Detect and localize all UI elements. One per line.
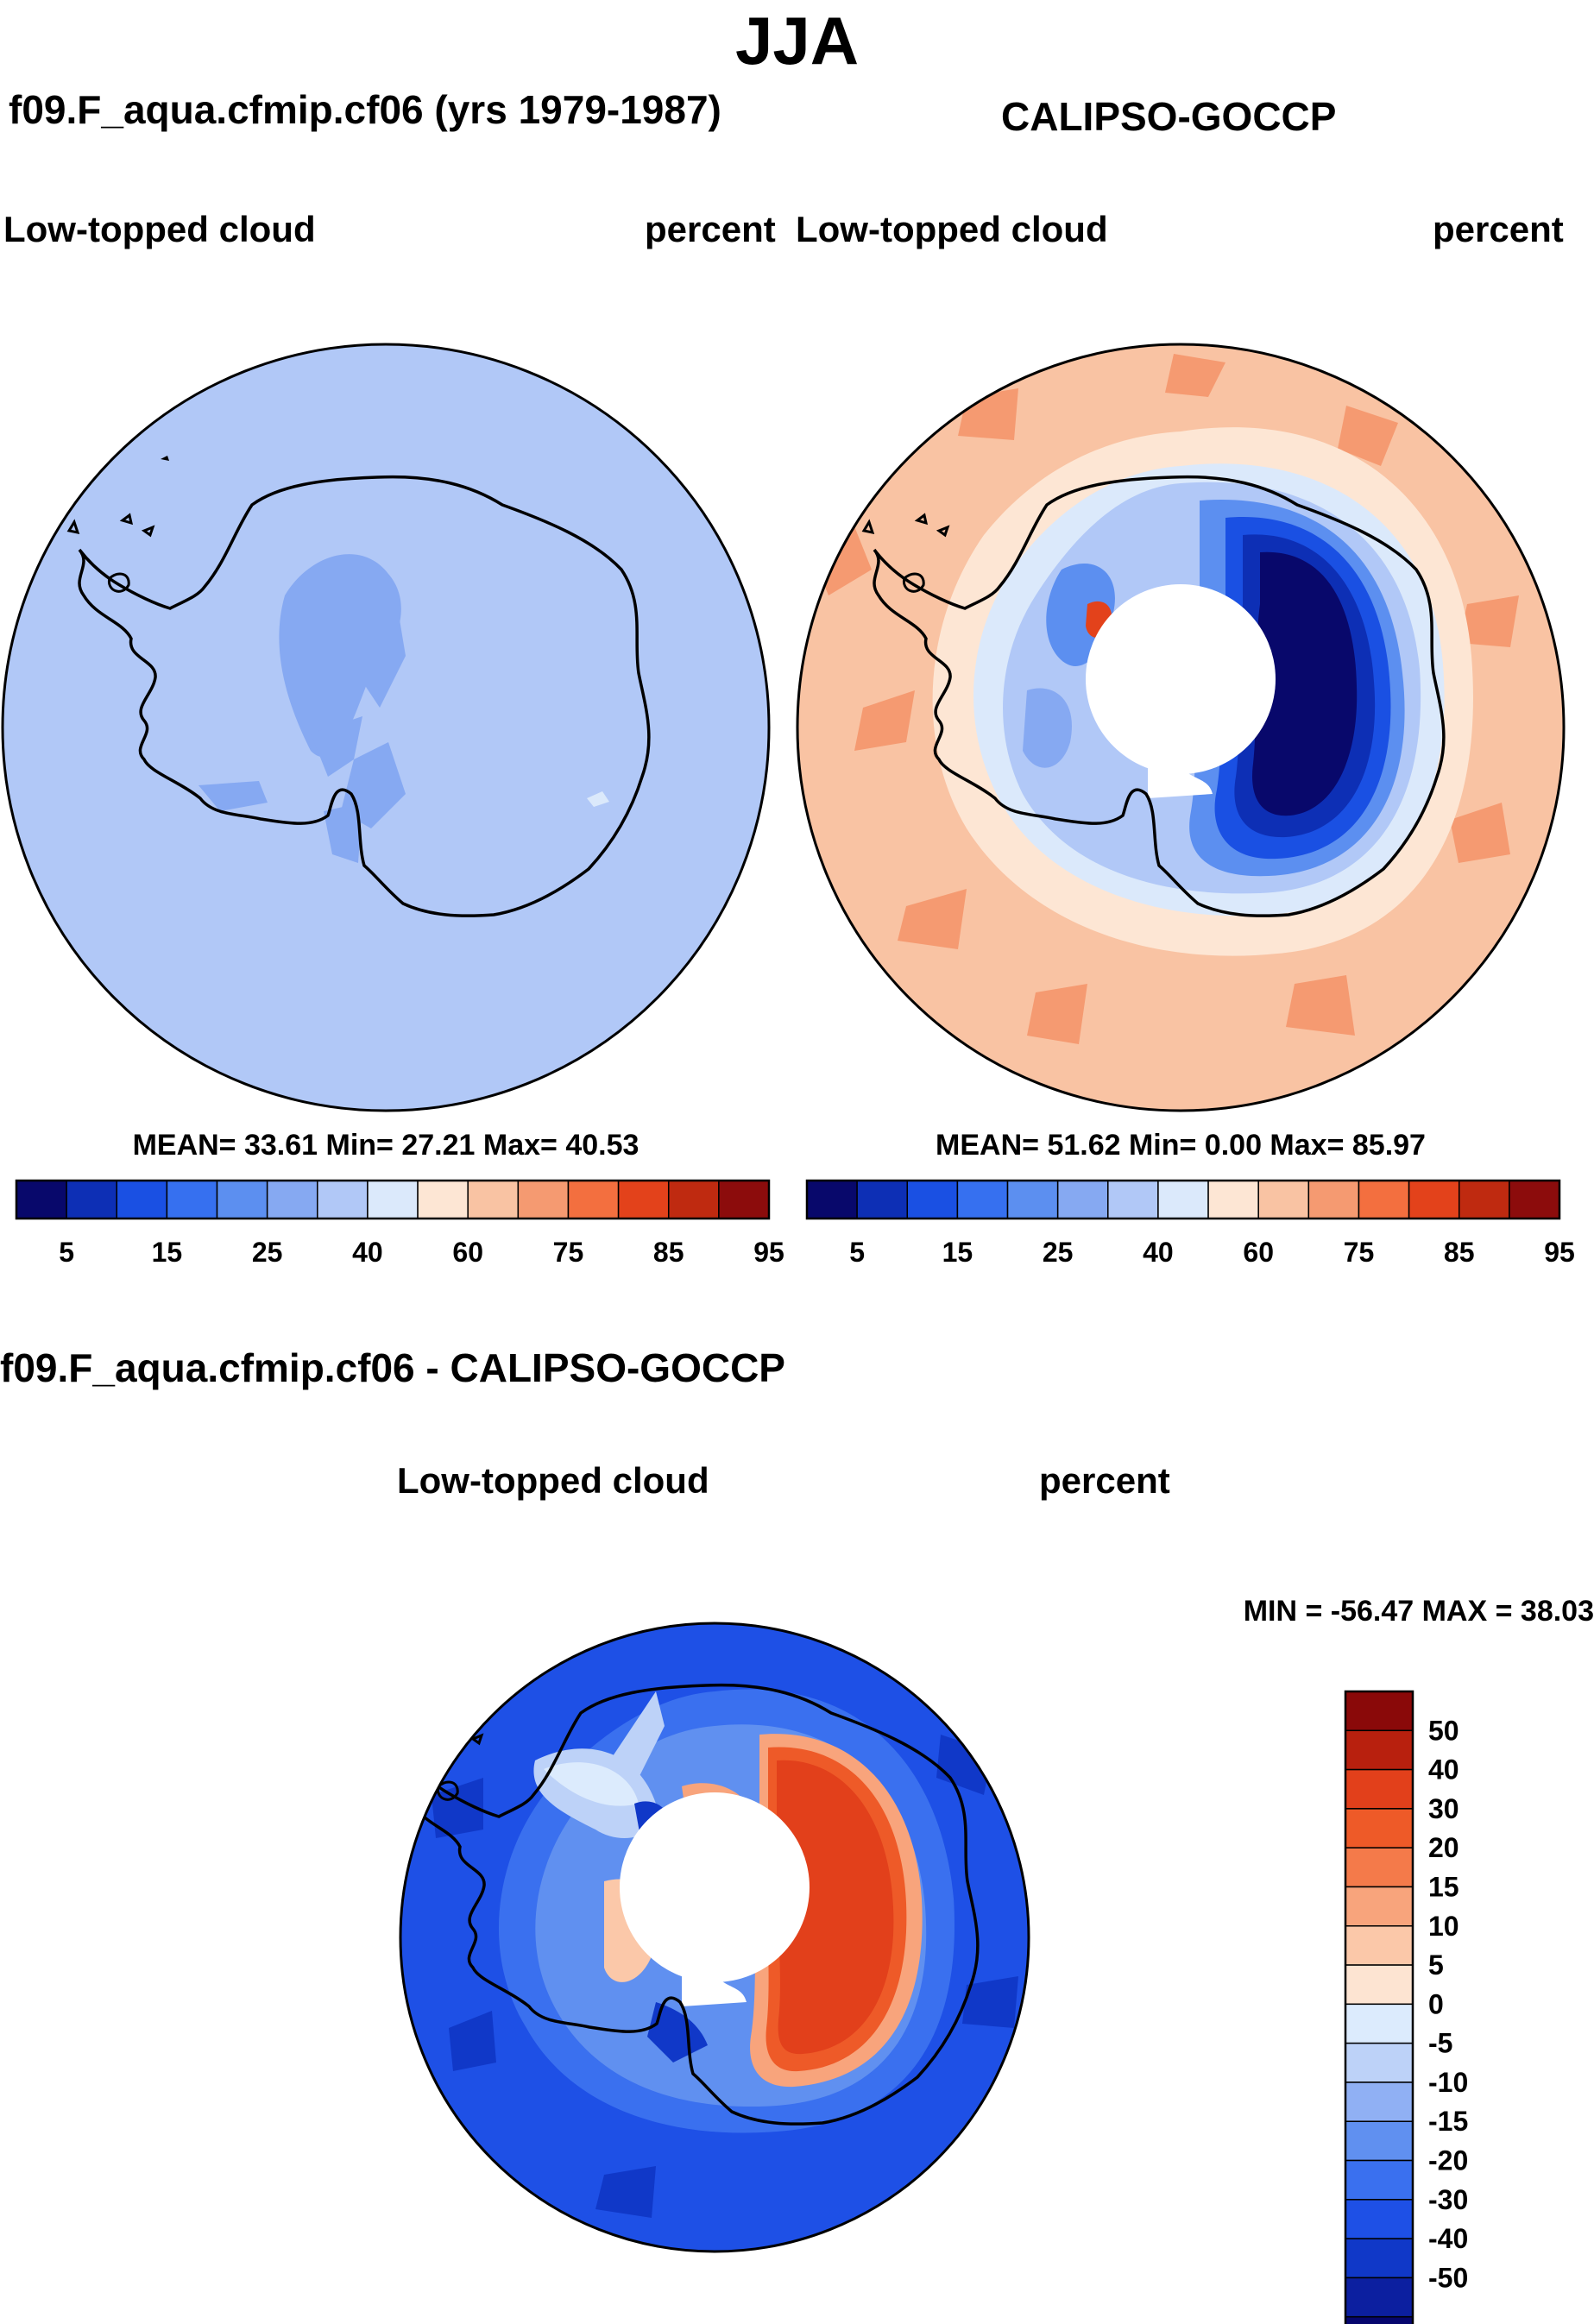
- diff-panel-title: f09.F_aqua.cfmip.cf06 - CALIPSO-GOCCP: [0, 1345, 785, 1390]
- left-colorbar-tick-label: 25: [252, 1237, 283, 1268]
- season-title: JJA: [734, 3, 860, 79]
- diff-map: [399, 1622, 1030, 2253]
- left-colorbar-swatch: [567, 1180, 620, 1219]
- diff-colorbar-tick-label: 40: [1428, 1754, 1459, 1786]
- right-map: [796, 343, 1566, 1112]
- left-colorbar-swatch: [417, 1180, 469, 1219]
- right-colorbar-swatch: [1408, 1180, 1460, 1219]
- right-colorbar-tick-label: 85: [1444, 1237, 1475, 1268]
- right-colorbar-swatch: [856, 1180, 909, 1219]
- right-stats-label: MEAN= 51.62 Min= 0.00 Max= 85.97: [936, 1129, 1426, 1162]
- left-colorbar-tick-label: 15: [152, 1237, 183, 1268]
- diff-colorbar-tick-label: -50: [1428, 2262, 1468, 2293]
- right-colorbar-swatch: [1107, 1180, 1159, 1219]
- left-colorbar-tick-label: 5: [59, 1237, 74, 1268]
- diff-colorbar-swatch: [1345, 2315, 1414, 2324]
- diff-colorbar-swatch: [1345, 1808, 1414, 1848]
- left-colorbar-swatch: [467, 1180, 520, 1219]
- left-colorbar-swatch: [116, 1180, 168, 1219]
- diff-colorbar-tick-label: 15: [1428, 1871, 1459, 1902]
- left-colorbar-swatch: [216, 1180, 268, 1219]
- diff-colorbar-swatch: [1345, 2238, 1414, 2279]
- diff-colorbar-swatch: [1345, 1847, 1414, 1888]
- diff-colorbar-tick-label: 50: [1428, 1715, 1459, 1746]
- diff-colorbar-swatch: [1345, 2042, 1414, 2083]
- left-colorbar-tick-label: 40: [352, 1237, 383, 1268]
- right-colorbar-swatch: [1157, 1180, 1209, 1219]
- diff-colorbar-tick-label: -10: [1428, 2067, 1468, 2098]
- left-colorbar-tick-label: 60: [452, 1237, 483, 1268]
- right-colorbar-swatch: [1056, 1180, 1109, 1219]
- diff-panel-variable: Low-topped cloud: [397, 1460, 709, 1501]
- left-panel-variable: Low-topped cloud: [3, 209, 316, 249]
- right-colorbar-swatch: [956, 1180, 1009, 1219]
- left-colorbar-tick-label: 95: [753, 1237, 784, 1268]
- diff-colorbar-swatch: [1345, 1925, 1414, 1966]
- diff-colorbar-swatch: [1345, 2277, 1414, 2318]
- left-colorbar-swatch: [517, 1180, 570, 1219]
- left-colorbar-swatch: [617, 1180, 670, 1219]
- diff-colorbar-swatch: [1345, 1729, 1414, 1771]
- left-map: [1, 343, 771, 1112]
- right-colorbar-swatch: [806, 1180, 858, 1219]
- right-colorbar: 5 15 25 40 60 75 85 95: [805, 1179, 1575, 1268]
- diff-colorbar-swatch: [1345, 2159, 1414, 2201]
- right-colorbar-swatch: [1307, 1180, 1360, 1219]
- right-colorbar-swatch: [1509, 1180, 1560, 1219]
- right-colorbar-swatch: [906, 1180, 959, 1219]
- diff-stats-label: MIN = -56.47 MAX = 38.03: [1244, 1595, 1594, 1628]
- diff-colorbar-swatch: [1345, 2199, 1414, 2239]
- diff-colorbar-tick-label: 0: [1428, 1988, 1444, 2019]
- diff-colorbar-swatch: [1345, 1691, 1414, 1732]
- diff-colorbar-tick-label: -40: [1428, 2223, 1468, 2254]
- left-colorbar-swatch: [367, 1180, 419, 1219]
- right-colorbar-swatch: [1006, 1180, 1059, 1219]
- left-colorbar-swatch: [667, 1180, 720, 1219]
- right-colorbar-tick-label: 75: [1344, 1237, 1375, 1268]
- right-colorbar-tick-label: 60: [1243, 1237, 1274, 1268]
- diff-colorbar-swatch: [1345, 1768, 1414, 1810]
- right-colorbar-swatch: [1207, 1180, 1259, 1219]
- right-colorbar-tick-label: 25: [1043, 1237, 1074, 1268]
- diff-panel-units: percent: [1039, 1460, 1170, 1501]
- right-colorbar-swatch: [1458, 1180, 1510, 1219]
- left-panel-title: f09.F_aqua.cfmip.cf06 (yrs 1979-1987): [9, 87, 721, 132]
- diff-colorbar-tick-label: 30: [1428, 1793, 1459, 1824]
- right-colorbar-tick-label: 95: [1544, 1237, 1575, 1268]
- right-colorbar-swatch: [1358, 1180, 1410, 1219]
- diff-colorbar-tick-label: 20: [1428, 1832, 1459, 1863]
- left-colorbar: 5 15 25 40 60 75 85 95: [15, 1179, 784, 1268]
- diff-colorbar-tick-label: -20: [1428, 2145, 1468, 2176]
- diff-colorbar-swatch: [1345, 2120, 1414, 2162]
- right-colorbar-tick-label: 40: [1143, 1237, 1174, 1268]
- right-panel-title: CALIPSO-GOCCP: [1001, 94, 1337, 139]
- right-colorbar-swatch: [1257, 1180, 1310, 1219]
- diff-colorbar-tick-label: -5: [1428, 2028, 1452, 2059]
- left-colorbar-tick-label: 85: [653, 1237, 684, 1268]
- left-panel-units: percent: [645, 209, 776, 249]
- left-colorbar-tick-label: 75: [553, 1237, 584, 1268]
- diff-colorbar-swatch: [1345, 1886, 1414, 1927]
- diff-colorbar-tick-label: 5: [1428, 1949, 1444, 1981]
- diff-colorbar-tick-label: 10: [1428, 1911, 1459, 1942]
- diff-colorbar-tick-label: -15: [1428, 2106, 1468, 2137]
- left-stats-label: MEAN= 33.61 Min= 27.21 Max= 40.53: [133, 1129, 639, 1162]
- right-panel-variable: Low-topped cloud: [796, 209, 1108, 249]
- right-panel-units: percent: [1433, 209, 1564, 249]
- right-colorbar-tick-label: 5: [849, 1237, 865, 1268]
- right-colorbar-tick-label: 15: [942, 1237, 973, 1268]
- diff-colorbar-swatch: [1345, 2082, 1414, 2122]
- left-colorbar-swatch: [166, 1180, 218, 1219]
- diff-colorbar-tick-label: -30: [1428, 2184, 1468, 2215]
- diff-colorbar-swatch: [1345, 1964, 1414, 2006]
- left-colorbar-swatch: [317, 1180, 369, 1219]
- left-colorbar-swatch: [718, 1180, 770, 1219]
- left-colorbar-swatch: [266, 1180, 318, 1219]
- diff-colorbar-swatch: [1345, 2003, 1414, 2044]
- left-colorbar-swatch: [66, 1180, 118, 1219]
- left-colorbar-swatch: [16, 1180, 67, 1219]
